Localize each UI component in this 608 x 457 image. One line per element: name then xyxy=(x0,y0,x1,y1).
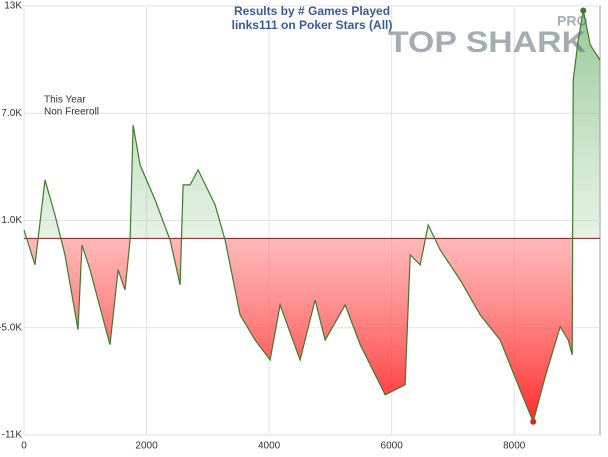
lines xyxy=(23,7,601,425)
x-tick-label: 6000 xyxy=(381,441,404,452)
y-tick-label: -11K xyxy=(2,430,23,441)
y-tick-label: 7.0K xyxy=(1,108,22,119)
x-tick-label: 0 xyxy=(21,441,27,452)
logo: TOP SHARK xyxy=(388,26,586,59)
areas xyxy=(24,10,600,422)
annotation: This Year xyxy=(44,95,86,106)
chart-subtitle: links111 on Poker Stars (All) xyxy=(232,18,393,32)
max-marker xyxy=(580,7,587,14)
series-line xyxy=(23,10,601,424)
grid xyxy=(23,5,600,436)
y-tick-label: 13K xyxy=(4,1,22,12)
y-tick-label: 1.0K xyxy=(1,215,22,226)
y-tick-label: -5.0K xyxy=(0,322,22,333)
min-marker xyxy=(530,418,537,425)
x-tick-label: 8000 xyxy=(503,441,526,452)
chart-title: Results by # Games Played xyxy=(234,4,390,18)
annotation: Non Freeroll xyxy=(44,107,99,118)
area-below xyxy=(24,238,600,422)
x-tick-label: 2000 xyxy=(135,441,158,452)
x-tick-label: 4000 xyxy=(258,441,281,452)
logo-badge: PRO xyxy=(557,13,587,29)
